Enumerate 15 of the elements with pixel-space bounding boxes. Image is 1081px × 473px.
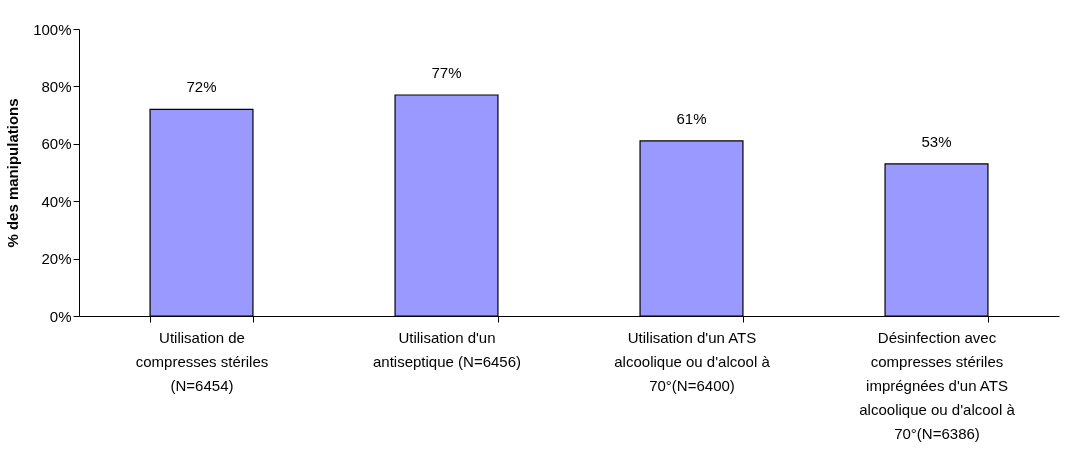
data-label: 61% — [676, 109, 707, 127]
data-label: 72% — [186, 78, 217, 96]
x-tick-label: Utilisation de compresses stériles (N=6454) — [135, 328, 269, 394]
data-label: 53% — [921, 132, 952, 150]
x-tick-label: Désinfection avec compresses stériles imprégnées d'un ATS alcoolique ou d'alcool à 70°(N=6386) — [859, 328, 1016, 442]
y-tick-label: 60% — [41, 135, 72, 153]
x-tick-label: Utilisation d'un antiseptique (N=6456) — [372, 328, 522, 370]
data-label: 77% — [431, 64, 462, 82]
y-axis-title: % des manipulations — [4, 98, 22, 248]
y-tick-label: 0% — [49, 307, 72, 325]
x-tick-label: Utilisation d'un ATS alcoolique ou d'alcool à 70°(N=6400) — [614, 328, 771, 394]
y-tick-label: 80% — [41, 77, 72, 95]
y-tick-label: 100% — [33, 20, 72, 38]
y-tick-label: 40% — [41, 192, 72, 210]
y-tick-label: 20% — [41, 250, 72, 268]
